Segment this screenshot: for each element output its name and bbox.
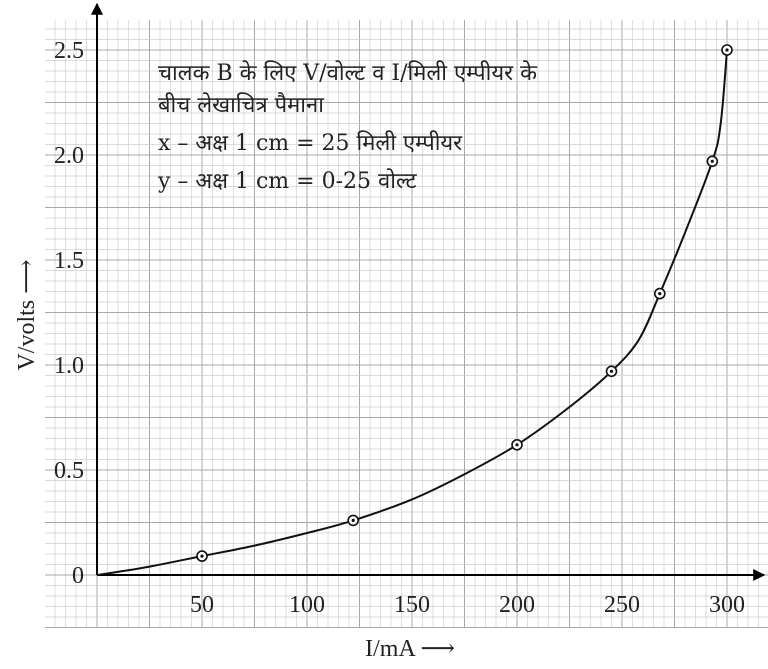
- data-point: [721, 44, 733, 56]
- data-point-dot: [658, 292, 662, 296]
- tick-labels: 50 100 150 200 250 300 0 0.5 1.0 1.5 2.0 2.5: [54, 38, 745, 618]
- grid: [45, 20, 768, 628]
- data-point-dot: [515, 443, 519, 447]
- y-tick-label: 2.0: [54, 143, 84, 169]
- data-point-dot: [609, 369, 614, 373]
- x-tick-label: 100: [289, 592, 325, 618]
- data-point: [706, 155, 719, 168]
- data-point: [511, 438, 523, 451]
- x-tick-label: 250: [604, 592, 640, 618]
- x-axis-title: I/mA ⟶: [365, 636, 455, 662]
- data-point: [347, 514, 360, 527]
- data-point-dot: [351, 518, 355, 523]
- data-point-dot: [710, 159, 714, 163]
- data-point: [653, 287, 666, 300]
- y-tick-label: 0.5: [54, 458, 84, 484]
- x-tick-label: 150: [394, 592, 430, 618]
- y-axis-title: V/volts ⟶: [14, 259, 40, 370]
- annotation-line-2: बीच लेखाचित्र पैमाना: [158, 92, 324, 118]
- y-tick-label: 1.0: [54, 353, 84, 379]
- data-point: [196, 550, 208, 562]
- data-point-dot: [200, 554, 204, 558]
- data-series: [96, 44, 733, 576]
- data-point: [605, 365, 618, 378]
- annotation-box: चालक B के लिए V/वोल्ट व I/मिली एम्पीयर क…: [157, 60, 538, 194]
- annotation-line-3: x – अक्ष 1 cm = 25 मिली एम्पीयर: [158, 130, 463, 156]
- x-tick-label: 50: [190, 592, 214, 618]
- y-tick-label: 2.5: [54, 38, 84, 64]
- annotation-line-1: चालक B के लिए V/वोल्ट व I/मिली एम्पीयर क…: [158, 60, 538, 86]
- y-tick-label: 0: [72, 563, 84, 589]
- data-point-dot: [725, 48, 729, 52]
- y-tick-label: 1.5: [54, 248, 84, 274]
- annotation-line-4: y – अक्ष 1 cm = 0-25 वोल्ट: [157, 168, 418, 194]
- x-tick-label: 200: [499, 592, 535, 618]
- axes: [91, 2, 766, 581]
- x-tick-label: 300: [709, 592, 745, 618]
